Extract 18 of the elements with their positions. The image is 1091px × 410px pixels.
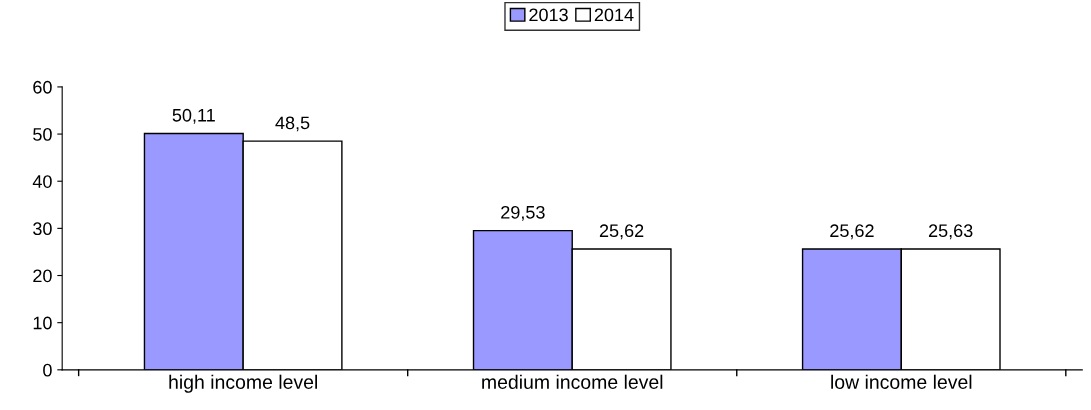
- y-tick-label: 30: [33, 222, 52, 236]
- x-tick-label: medium income level: [482, 374, 663, 389]
- data-label: 29,53: [501, 205, 545, 221]
- data-label: 25,62: [830, 224, 874, 240]
- data-label: 25,62: [599, 224, 644, 240]
- y-tick-label: 50: [33, 128, 52, 141]
- data-label: 48,5: [275, 116, 310, 132]
- y-tick-label: 20: [33, 269, 52, 283]
- y-tick-label: 60: [33, 80, 52, 94]
- x-tick-label: low income level: [831, 374, 972, 389]
- data-label: 50,11: [172, 108, 215, 124]
- x-tick-label: high income level: [169, 374, 317, 393]
- legend-label: 2013: [529, 8, 568, 22]
- y-tick-label: 40: [32, 175, 52, 188]
- legend-label: 2014: [594, 8, 634, 22]
- y-tick-label: 10: [33, 316, 52, 330]
- data-label: 25,63: [928, 224, 973, 240]
- y-tick-label: 0: [43, 363, 52, 377]
